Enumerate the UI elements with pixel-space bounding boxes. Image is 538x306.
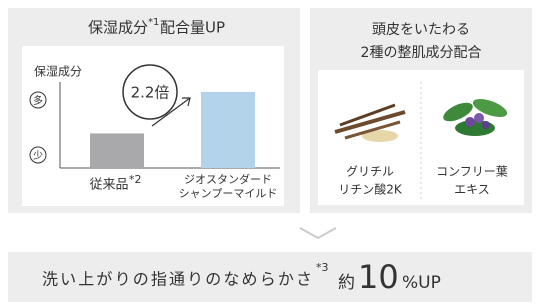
bar (90, 133, 144, 168)
infographic: 保湿成分 *1 配合量UP 保湿成分 多 少 2.2倍 頭皮をいたわる 2種の整… (0, 0, 538, 306)
ingredient-label: グリチル (346, 165, 394, 179)
y-low: 少 (33, 150, 43, 162)
category-label: ジオスタンダード (184, 172, 272, 186)
ingredient-label: コンフリー葉 (436, 165, 508, 179)
left-title-rest: 配合量UP (160, 19, 225, 37)
page: 保湿成分 *1 配合量UP 保湿成分 多 少 2.2倍 頭皮をいたわる 2種の整… (0, 0, 538, 306)
callout: 2.2倍 (131, 84, 170, 102)
left-title-note: *1 (148, 17, 159, 28)
bar (201, 92, 255, 168)
bottom-suffix: %UP (402, 273, 441, 293)
right-title: 頭皮をいたわる (372, 22, 470, 38)
right-title: 2種の整肌成分配合 (361, 45, 482, 61)
chevron (300, 228, 336, 238)
left-title: 保湿成分 (88, 19, 148, 37)
category-label: 従来品 (89, 178, 128, 193)
category-note: *2 (129, 173, 142, 186)
bottom-note: *3 (316, 261, 329, 274)
bottom-prefix: 約 (338, 273, 355, 293)
bottom-text: 洗い上がりの指通りのなめらかさ (42, 270, 312, 289)
bottom-number: 10 (358, 258, 399, 296)
y-high: 多 (33, 94, 43, 107)
ingredient-label: リチン酸2K (338, 182, 403, 197)
ingredient-label: エキス (454, 183, 490, 197)
category-label: シャンプーマイルド (179, 187, 278, 200)
y-axis-label: 保湿成分 (34, 64, 82, 79)
